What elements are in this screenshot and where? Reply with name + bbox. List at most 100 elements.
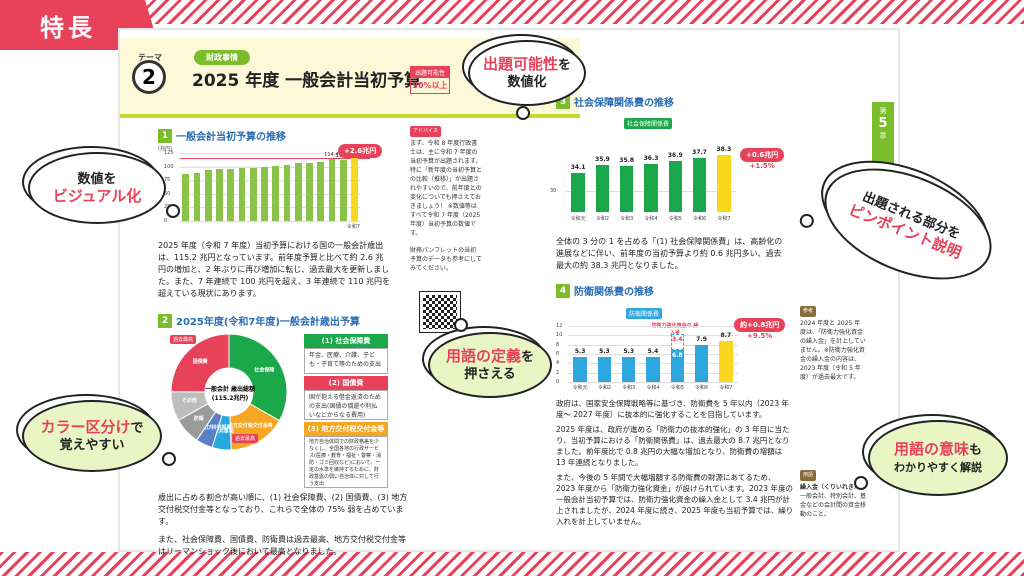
reference-text: 2024 年度と 2025 年度は、「防衛力強化資金の繰入金」を計上していません… (800, 320, 866, 381)
section4-callout: 約+0.8兆円 +9.5% (734, 318, 786, 340)
chart4-xtick: 令和2 (597, 385, 612, 391)
term-title: 繰入金（くりいれきん） (800, 484, 867, 491)
chart4-xtick: 令和6 (694, 385, 709, 391)
chart3-bar (692, 157, 707, 212)
chart4-bar (670, 350, 684, 382)
chart1-bar (339, 159, 347, 221)
pie-center-hole (205, 368, 253, 416)
chart4-bar (719, 341, 733, 382)
theme-number: 2 (132, 60, 166, 94)
chart3-bar (595, 165, 610, 212)
chart3-xtick: 令和5 (668, 216, 682, 222)
chart3-xtick: 令和7 (717, 216, 731, 222)
chart1-bar (249, 167, 257, 221)
pie-center: 一般会計 歳出総額 (115.2兆円) (202, 384, 258, 402)
chart1-ytick: 125 (164, 150, 174, 156)
section3-line: 全体の 3 分の 1 を占める「(1) 社会保障関係費」は、高齢化の (556, 237, 783, 246)
section4-callout-pct: +9.5% (746, 332, 773, 340)
bottom-stripes (0, 552, 1024, 576)
chart1-ylabel: (兆円) (158, 146, 172, 152)
section4-callout-value: 約+0.8兆円 (734, 318, 786, 332)
chart4-gridline (568, 335, 738, 337)
cloud-definition: 用語の定義を 押さえる (428, 318, 552, 398)
chart1-reference-line (180, 158, 370, 160)
qr-code[interactable] (419, 291, 461, 333)
section3-callout-value: +0.6兆円 (740, 148, 785, 162)
chart3-xtick: 令和元 (570, 216, 586, 222)
legend-body-kokusai: 国が抱える借金返済のための支出(国債の償還や利払いなどからなる費用) (304, 390, 388, 420)
legend-body-shakai: 年金、医療、介護、子ども・子育て等のための支出 (304, 348, 388, 374)
pie-slice-label: 地方交付税交付金等 (228, 422, 273, 429)
chart1-bar (306, 162, 313, 221)
chart1-gridline (180, 221, 360, 222)
chart1-data-label: 114.4 (324, 151, 339, 158)
section1-line: 円の増加と、2 年ぶりに再び増加に転じ、過去最大を更新しまし (158, 265, 390, 274)
chart3-xtick: 令和4 (644, 216, 658, 222)
chart4-value: 5.3 (623, 348, 635, 356)
section3-callout: +0.6兆円 +1.5% (740, 148, 785, 170)
section1-line: は、115.2 兆円となっています。前年度予算と比べて約 2.6 兆 (158, 253, 384, 262)
cloud-color-rest: で (130, 420, 144, 436)
probability-box: 出題可能性 90%以上 (410, 66, 450, 94)
probability-value: 90%以上 (412, 81, 448, 90)
section1-number: 1 (158, 128, 172, 143)
section4-title: 防衛関係費の推移 (574, 287, 654, 298)
defense-chart: 0 2 4 6 8 10 12 5.3 令和元 5.3 令和2 5.3 令和3 5.4 令和4 3.4 6.8 令… (556, 322, 738, 398)
reference-tag: 参考 (800, 306, 817, 317)
term-text: 一般会計、特別会計、基金などの会計間の資金移動のこと。 (800, 493, 867, 518)
cloud-definition-bottom: 押さえる (464, 366, 516, 382)
chart3-xtick: 令和3 (620, 216, 634, 222)
cloud-definition-red: 用語の定義 (445, 346, 521, 365)
chart3-value: 34.1 (570, 164, 586, 172)
cloud-probability-red: 出題可能性 (482, 54, 558, 73)
section2-bullet: 歳出に占める割合が高い順に、(1) 社会保障費、(2) 国債費、(3) 地方交付… (158, 493, 408, 526)
chart3-value: 37.7 (692, 148, 707, 156)
chart1-bar (238, 168, 246, 221)
chart3-xtick: 令和2 (595, 216, 610, 222)
chapter-unit: 章 (879, 132, 887, 140)
section3-line: 進展などに伴い、前年度の当初予算より約 0.6 兆円多い、過去 (556, 249, 782, 258)
chart4-ytick: 4 (556, 360, 560, 367)
section4-number: 4 (556, 283, 570, 298)
chart1-ytick: 75 (164, 177, 171, 184)
chart4-ytick: 10 (556, 332, 563, 339)
chart1-bar (204, 170, 212, 221)
chart1-xtick: 令和7 (346, 224, 360, 230)
section4-bullet: 2025 年度は、政府が進める「防衛力の抜本的強化」の 3 年目に当たり、当初予… (556, 425, 790, 467)
chart1-bar (261, 167, 268, 221)
chart3-bar (717, 155, 731, 212)
chart3-value: 36.9 (667, 152, 683, 160)
chart1-bar (328, 158, 336, 221)
legend-body-chihou: 地方自治体間での財政格差を少なくし、全国各地の行政サービス(医療・教育・福祉・警… (304, 436, 388, 488)
chart1-gridline (180, 166, 360, 168)
cloud-meaning: 用語の意味も わかりやすく解説 (854, 420, 1008, 496)
theme-label: テーマ (138, 53, 162, 62)
chart3-value: 35.8 (619, 156, 635, 164)
section1-heading: 1 一般会計当初予算の推移 (158, 128, 286, 143)
advice-tag: アドバイス (410, 126, 441, 137)
advice-text: まず、令和 8 年度行政書士は、主に令和 7 年度の当初予算が出題されます。特に… (410, 140, 483, 237)
section1-text: 2025 年度（令和 7 年度）当初予算における国の一般会計歳出 は、115.2… (158, 240, 408, 300)
section3-callout-pct: +1.5% (749, 162, 775, 170)
chart4-bar (694, 345, 709, 382)
chart3-ytick: 30 (550, 187, 557, 194)
section4-chart-label: 防衛関係費 (626, 308, 663, 319)
pie-slice-label: その他 (182, 397, 197, 404)
chart1-bar (351, 158, 358, 221)
chart4-bar (597, 357, 612, 382)
chart4-stacked-bar (670, 334, 684, 351)
chart1-gridline (180, 153, 360, 154)
chart4-ytick: 0 (556, 379, 560, 385)
cloud-color-red: カラー区分け (40, 417, 131, 436)
section2-bullet: また、社会保障費、国債費、防衛費は過去最高、地方交付税交付金等はリーマンショック… (158, 535, 406, 556)
chart4-bar (573, 357, 587, 382)
chapter-number: 5 (878, 116, 888, 131)
chart1-ytick: 100 (164, 163, 174, 170)
budget-chart: (兆円)0255075100125114.4112.6115.2令和7 (158, 145, 388, 230)
section2-bullets: 歳出に占める割合が高い順に、(1) 社会保障費、(2) 国債費、(3) 地方交付… (158, 492, 408, 558)
cloud-probability-rest: を (558, 57, 572, 73)
chart3-bar (571, 173, 585, 212)
chart4-ytick: 8 (556, 341, 560, 348)
probability-label: 出題可能性 (411, 67, 449, 78)
